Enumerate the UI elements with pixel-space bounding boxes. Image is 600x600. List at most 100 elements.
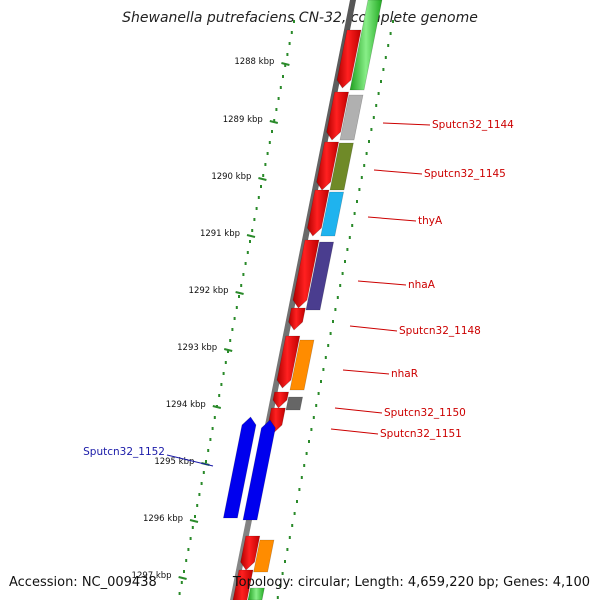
guide-dot: [291, 524, 294, 527]
guide-dot: [298, 488, 301, 491]
gene-label-leader: [373, 169, 423, 175]
cds-block: [292, 239, 320, 309]
guide-dot: [308, 440, 310, 443]
guide-dot: [286, 548, 289, 551]
guide-dot: [377, 92, 380, 95]
guide-dot: [368, 140, 370, 143]
ruler-dot: [218, 394, 221, 397]
guide-dot: [336, 296, 339, 299]
ruler-dot: [191, 526, 194, 529]
ruler-dot: [194, 515, 196, 518]
guide-dot: [339, 284, 342, 287]
gene-label: nhaA: [408, 279, 436, 291]
gene-label-leader: [367, 216, 417, 222]
guide-dot: [375, 104, 378, 107]
gene-label-layer: Sputcn32_1144 Sputcn32_1145 thyA nhaA Sputcn…: [83, 119, 514, 467]
guide-dot: [348, 236, 351, 239]
ruler-dot: [235, 306, 238, 309]
guide-dot: [341, 272, 344, 275]
gene-block: [305, 241, 334, 311]
gene-label-leader: [166, 454, 214, 467]
gene-label: Sputcn32_1150: [384, 407, 466, 419]
ruler-tick-label: 1296 kbp: [143, 514, 183, 524]
ruler-dot: [238, 295, 240, 298]
gene-block: [329, 142, 354, 191]
ruler-dot: [183, 570, 185, 573]
guide-dot: [363, 164, 366, 167]
guide-dot: [365, 152, 368, 155]
ruler-dot: [242, 273, 245, 276]
ruler-dot: [262, 174, 265, 177]
ruler-dot: [220, 383, 223, 386]
ruler-tick-label: 1295 kbp: [154, 457, 194, 467]
cds-block: [336, 29, 362, 89]
guide-dot: [320, 380, 322, 383]
ruler-dot: [196, 504, 199, 507]
cds-block: [288, 307, 306, 331]
accession-label: Accession: NC_009438: [9, 575, 157, 590]
gene-label: Sputcn32_1145: [424, 168, 506, 180]
ruler-tick: [258, 177, 267, 181]
ruler-dot: [189, 537, 192, 540]
ruler-tick: [189, 519, 199, 523]
guide-dot: [303, 464, 306, 467]
ruler-tick-label: 1297 kbp: [132, 571, 172, 581]
ruler-dot: [207, 449, 210, 452]
gene-label: Sputcn32_1144: [432, 119, 514, 131]
gene-block: [285, 396, 303, 411]
gene-block: [320, 191, 344, 237]
ruler-dot: [284, 64, 287, 67]
guide-dot: [372, 116, 375, 119]
ruler-dot: [180, 581, 183, 584]
ruler-dot: [244, 262, 247, 265]
guide-dot: [293, 512, 296, 515]
guide-dot: [276, 596, 279, 599]
gene-block: [253, 539, 275, 573]
ruler-dot: [205, 460, 207, 463]
ruler-dot: [266, 152, 269, 155]
cds-block: [272, 391, 289, 409]
guide-dot: [279, 584, 282, 587]
ruler-dot: [273, 119, 276, 122]
gene-label-leader: [342, 369, 390, 375]
ruler-dot: [200, 482, 203, 485]
guide-dot: [356, 200, 358, 203]
gene-label-leader: [357, 280, 407, 286]
ruler-dot: [293, 20, 295, 23]
ruler-tick: [178, 576, 187, 580]
cds-block: [276, 335, 301, 389]
topology-label: Topology: circular; Length: 4,659,220 bp…: [232, 575, 590, 590]
ruler-dot: [211, 427, 214, 430]
ruler-dot: [282, 75, 284, 78]
ruler-dot: [222, 372, 225, 375]
guide-dot: [300, 476, 303, 479]
ruler-dot: [268, 141, 271, 144]
guide-dot: [389, 32, 392, 35]
guide-dot: [315, 404, 318, 407]
gene-label-leader: [382, 122, 431, 126]
guide-dot: [360, 176, 363, 179]
ruler-tick-label: 1289 kbp: [223, 115, 263, 125]
gene-block: [289, 339, 315, 391]
guide-dot: [351, 224, 354, 227]
ruler-tick: [212, 405, 222, 409]
ruler-layer: 1288 kbp 1289 kbp 1290 kbp 1291 kbp 1292 kbp…: [132, 20, 394, 599]
ruler-dot: [213, 416, 216, 419]
guide-dot: [317, 392, 320, 395]
cds-block: [232, 569, 254, 600]
ruler-dot: [257, 196, 260, 199]
guide-dot: [387, 44, 390, 47]
ruler-tick-label: 1291 kbp: [200, 229, 240, 239]
ruler-dot: [178, 592, 181, 595]
ruler-tick-label: 1293 kbp: [177, 343, 217, 353]
ruler-dot: [264, 163, 267, 166]
ruler-dot: [198, 493, 201, 496]
ruler-dot: [279, 86, 282, 89]
ruler-dot: [251, 229, 254, 232]
cds-block: [316, 141, 339, 191]
guide-dot: [382, 68, 385, 71]
ruler-tick: [269, 120, 279, 124]
guide-dot: [370, 128, 373, 131]
feature-tracks: [223, 0, 383, 600]
